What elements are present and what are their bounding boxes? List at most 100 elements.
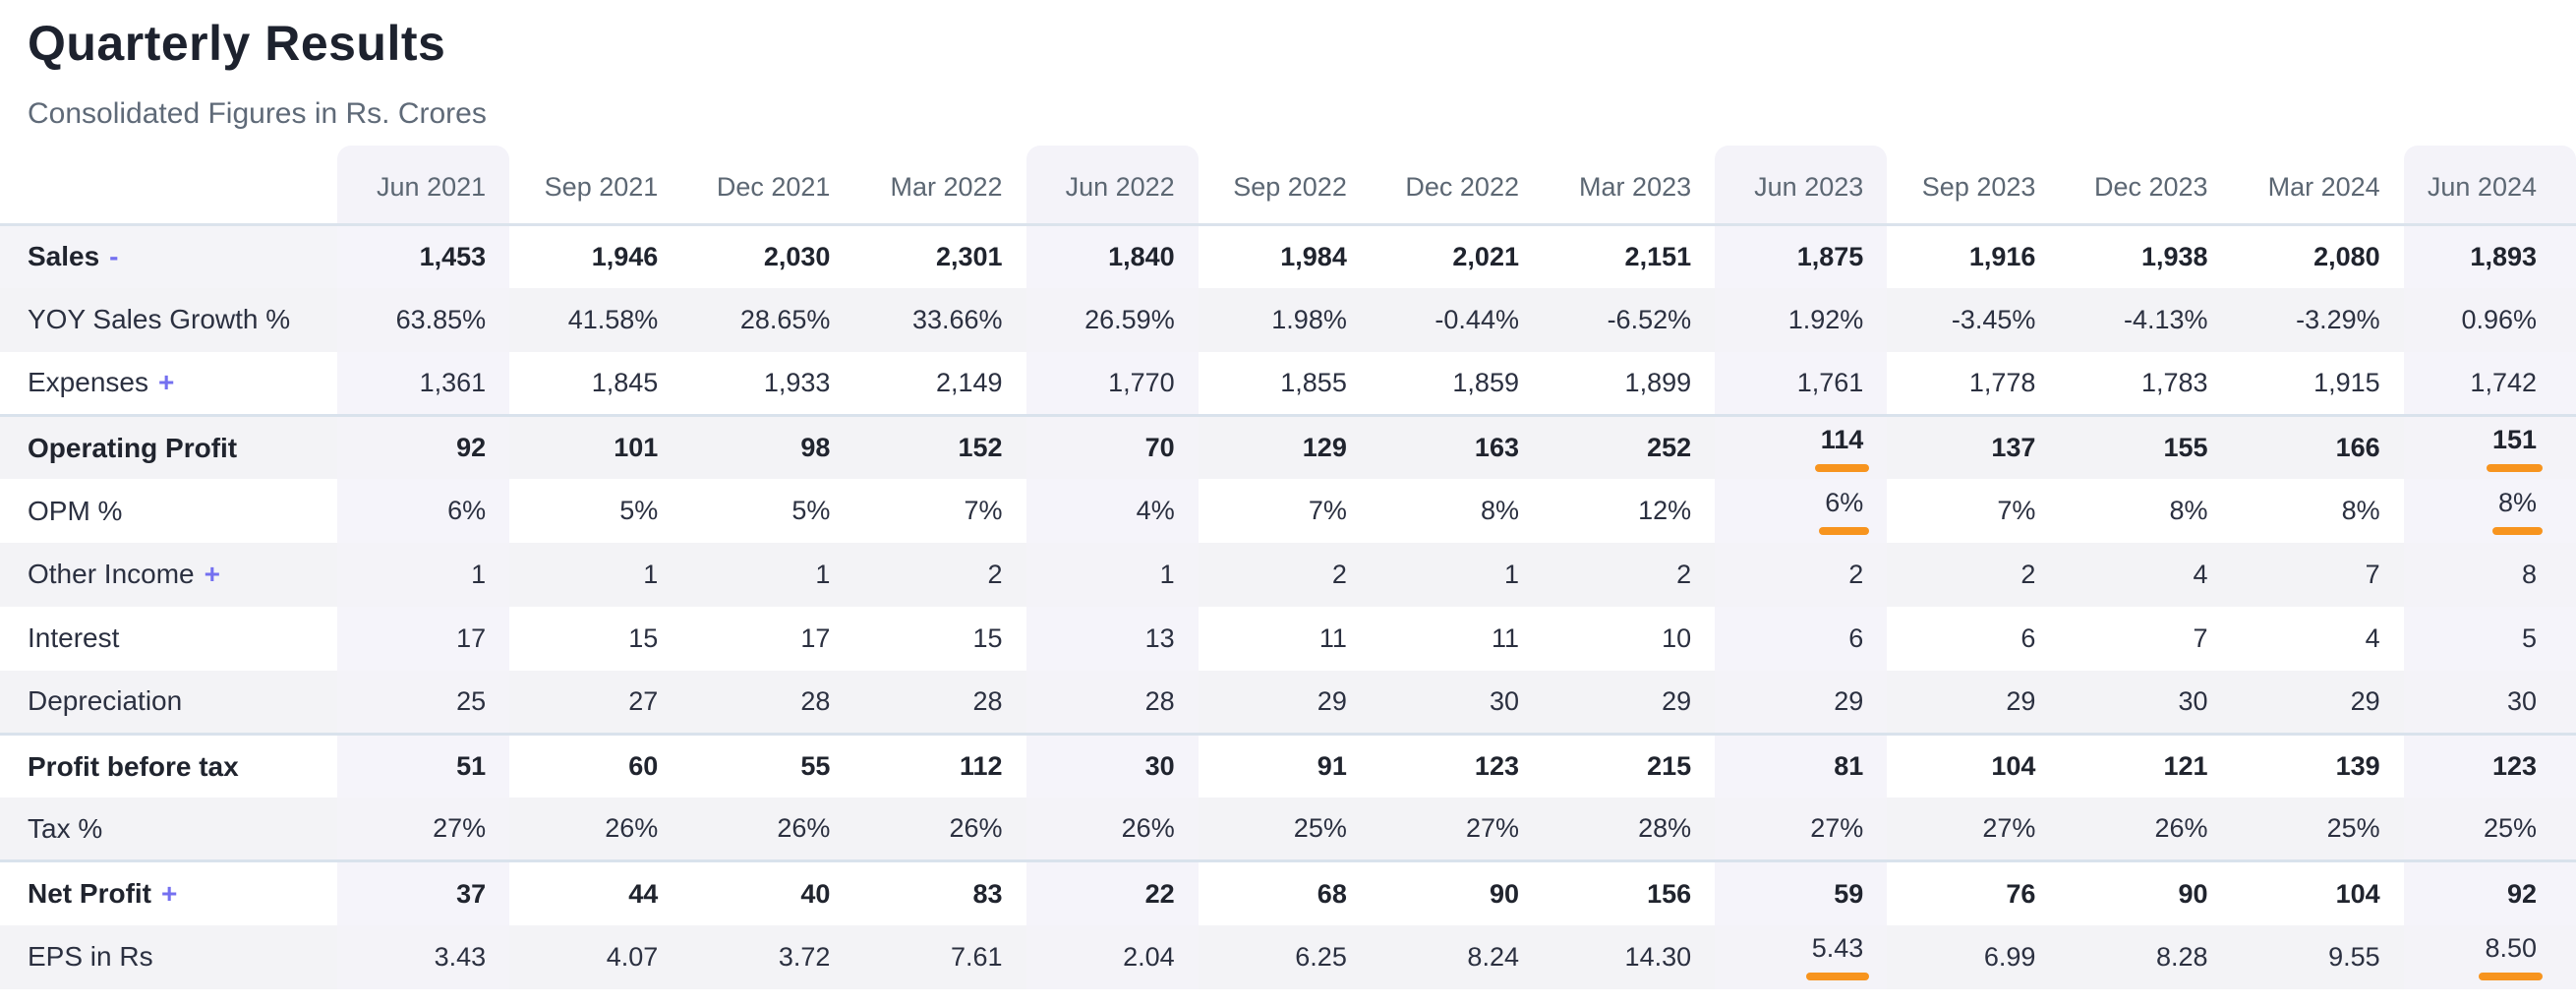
cell: 40 — [681, 859, 854, 925]
cell: 26.59% — [1025, 287, 1199, 352]
row-label-text: Expenses — [28, 367, 148, 398]
cell: 59 — [1715, 859, 1888, 925]
cell: 8% — [2403, 479, 2576, 543]
cell: -3.45% — [1887, 287, 2060, 352]
cell: 11 — [1491, 622, 1519, 653]
row-label-text: Operating Profit — [28, 432, 238, 463]
row-label-text: Profit before tax — [28, 750, 239, 782]
cell: 2 — [1542, 542, 1716, 607]
expand-toggle-icon[interactable]: + — [204, 559, 220, 590]
cell: 30 — [1370, 670, 1543, 735]
cell: 1,893 — [2403, 224, 2576, 288]
cell: 2 — [1715, 542, 1888, 607]
cell: 8% — [2341, 496, 2380, 526]
column-header: Jun 2022 — [1025, 146, 1199, 226]
cell: 29 — [2231, 670, 2404, 735]
cell: 215 — [1542, 732, 1716, 798]
subtitle: Consolidated Figures in Rs. Crores — [28, 97, 487, 130]
cell: 5% — [619, 496, 659, 526]
cell: 2.04 — [1025, 924, 1199, 989]
row-label: Tax % — [0, 798, 337, 861]
cell: 28 — [681, 670, 854, 735]
cell: 27% — [1370, 798, 1543, 861]
cell: 83 — [853, 859, 1026, 925]
column-header: Mar 2024 — [2231, 146, 2404, 226]
table-header: Jun 2021 Sep 2021 Dec 2021 Mar 2022 Jun … — [0, 146, 2576, 226]
cell: 28 — [1025, 670, 1199, 735]
cell: 123 — [2403, 732, 2576, 798]
highlighted-value: 8.50 — [2485, 933, 2537, 980]
cell: 13 — [1025, 606, 1199, 671]
cell: 91 — [1198, 732, 1371, 798]
cell: 8% — [1480, 496, 1519, 526]
cell: 1,984 — [1280, 241, 1347, 271]
row-label-text: OPM % — [28, 495, 123, 526]
cell: 2,080 — [2313, 241, 2380, 271]
highlighted-value: 5.43 — [1812, 933, 1864, 980]
cell: 15 — [972, 622, 1003, 653]
cell: 2,151 — [1624, 241, 1692, 271]
row-label-text: Depreciation — [28, 685, 183, 717]
column-header: Sep 2021 — [509, 146, 682, 226]
row-label-text: EPS in Rs — [28, 941, 153, 973]
cell: 41.58% — [509, 287, 682, 352]
cell: 25% — [1198, 798, 1371, 861]
cell: 6.25 — [1198, 924, 1371, 989]
table-header-row: Jun 2021 Sep 2021 Dec 2021 Mar 2022 Jun … — [0, 146, 2576, 226]
cell: 1,916 — [1968, 241, 2036, 271]
cell: 90 — [2059, 859, 2232, 925]
row-label-text: Tax % — [28, 812, 103, 844]
cell: 17 — [800, 622, 831, 653]
row-label[interactable]: Net Profit + — [0, 859, 337, 925]
column-header: Jun 2024 — [2403, 146, 2576, 226]
cell: 1 — [337, 542, 510, 607]
cell: 1,453 — [337, 224, 510, 288]
cell: 25% — [2403, 798, 2576, 861]
cell: 28 — [853, 670, 1026, 735]
cell: 1,761 — [1715, 351, 1888, 416]
row-label[interactable]: Sales - — [0, 224, 337, 288]
table-row: EPS in Rs 3.43 4.07 3.72 7.61 2.04 6.25 8.24 14.… — [0, 924, 2576, 989]
cell: 7.61 — [853, 924, 1026, 989]
row-label[interactable]: Other Income + — [0, 542, 337, 607]
cell: 2 — [1198, 542, 1371, 607]
cell: 25 — [337, 670, 510, 735]
cell: 7 — [2193, 622, 2208, 653]
cell: 4 — [2059, 542, 2232, 607]
cell: 14.30 — [1542, 924, 1716, 989]
quarterly-results-table: Jun 2021 Sep 2021 Dec 2021 Mar 2022 Jun … — [0, 146, 2576, 989]
cell: 6% — [337, 479, 510, 543]
expand-toggle-icon[interactable]: + — [157, 367, 175, 398]
cell: 151 — [2403, 413, 2576, 480]
cell: 1,845 — [591, 367, 659, 397]
cell: 112 — [853, 732, 1026, 798]
cell: 26% — [509, 798, 682, 861]
highlighted-value: 8% — [2498, 488, 2537, 535]
row-label: Interest — [0, 607, 337, 671]
row-label: Operating Profit — [0, 413, 337, 480]
row-label-text: Other Income — [28, 559, 195, 590]
cell: 1,938 — [2140, 241, 2208, 271]
cell: 104 — [2231, 859, 2404, 925]
expand-toggle-icon[interactable]: + — [161, 878, 178, 910]
cell: 55 — [681, 732, 854, 798]
row-label[interactable]: Expenses + — [0, 352, 337, 416]
row-label-text: YOY Sales Growth % — [28, 304, 291, 335]
table-row: Interest 17 15 17 15 13 11 11 10 6 6 7 4 5 — [0, 606, 2576, 671]
table-row: Net Profit +37 44 40 83 22 68 90 156 59 76 90 104 92 — [0, 859, 2576, 925]
cell: 8.24 — [1370, 924, 1543, 989]
cell: 2,149 — [935, 367, 1003, 397]
cell: 3.43 — [337, 924, 510, 989]
collapse-toggle-icon[interactable]: - — [109, 241, 119, 272]
cell: 51 — [337, 732, 510, 798]
row-label: Depreciation — [0, 670, 337, 735]
highlighted-value: 151 — [2492, 425, 2537, 472]
cell: 5% — [791, 496, 831, 526]
cell: 4.07 — [509, 924, 682, 989]
cell: 26% — [681, 798, 854, 861]
cell: 33.66% — [853, 287, 1026, 352]
cell: -6.52% — [1542, 287, 1716, 352]
cell: 4 — [2365, 622, 2380, 653]
cell: 9.55 — [2231, 924, 2404, 989]
cell: 6% — [1715, 479, 1888, 543]
